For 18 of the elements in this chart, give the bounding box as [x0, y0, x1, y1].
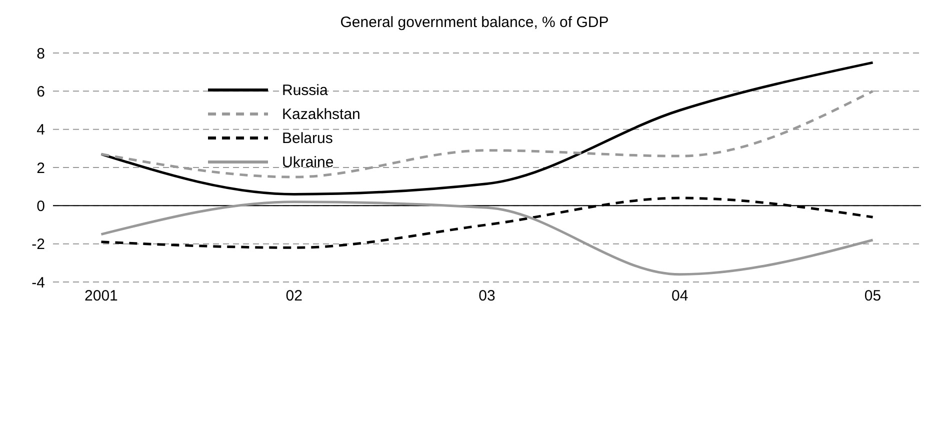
y-tick-label: -4: [32, 274, 45, 292]
y-tick-label: 0: [36, 198, 45, 215]
y-tick-label: 6: [36, 83, 45, 100]
x-tick-label: 02: [286, 288, 302, 305]
x-tick-label: 05: [864, 288, 882, 305]
y-tick-label: 2: [36, 160, 45, 177]
x-tick-label: 03: [478, 288, 496, 305]
chart-title: General government balance, % of GDP: [339, 13, 610, 33]
legend-label: Russia: [282, 82, 328, 98]
line-series: [100, 61, 874, 196]
y-tick-label: -2: [32, 236, 45, 254]
x-tick-label: 04: [672, 288, 688, 305]
legend-label: Ukraine: [282, 154, 334, 170]
y-tick-label: 8: [36, 45, 45, 62]
legend-label: Kazakhstan: [282, 106, 360, 122]
x-tick-label: 2001: [84, 288, 118, 305]
legend-label: Belarus: [282, 130, 333, 146]
y-tick-label: 4: [36, 122, 45, 139]
